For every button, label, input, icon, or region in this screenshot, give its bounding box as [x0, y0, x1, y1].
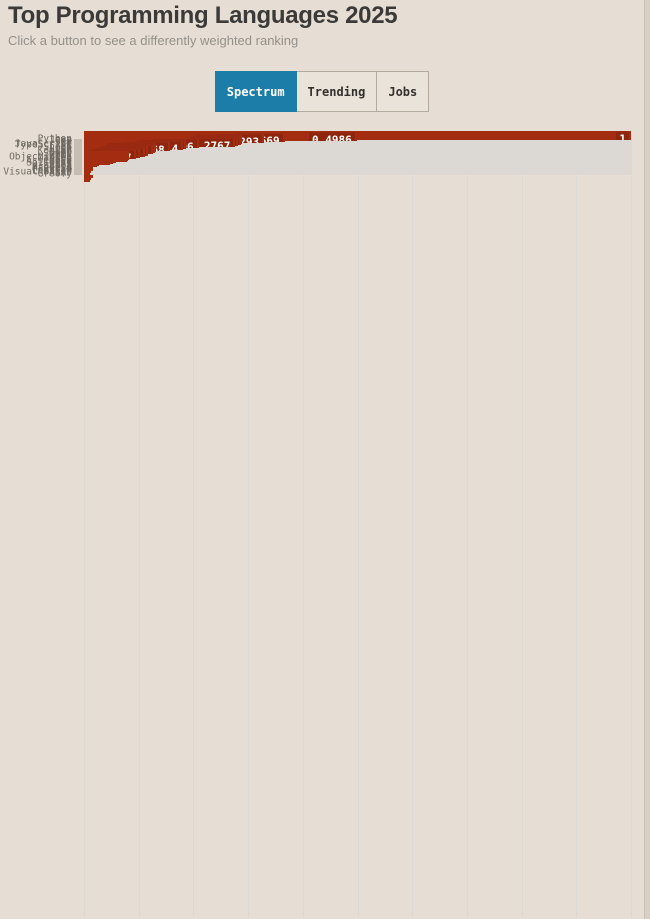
category-label: C	[66, 140, 72, 152]
category-label: Java	[49, 134, 72, 146]
axis-tick	[74, 170, 82, 171]
axis-tick	[74, 156, 82, 157]
scrollbar-track[interactable]	[644, 0, 650, 919]
axis-tick	[74, 147, 82, 148]
axis-tick	[74, 146, 82, 147]
category-label: Shell	[43, 141, 72, 153]
category-label: C++	[54, 135, 72, 147]
category-label: TypeScript	[14, 139, 72, 151]
vertical-gridline	[466, 138, 468, 917]
page-title: Top Programming Languages 2025	[8, 2, 398, 29]
vertical-gridline	[302, 138, 304, 917]
axis-tick	[74, 145, 82, 146]
category-label: Haskell	[31, 162, 72, 174]
category-label: Ruby	[49, 149, 72, 161]
category-label: SAS	[54, 158, 72, 170]
axis-tick	[74, 153, 82, 154]
category-label: Visual Basic	[3, 166, 72, 178]
axis-tick	[74, 159, 82, 160]
category-label: C#	[60, 137, 72, 149]
axis-tick	[74, 148, 82, 149]
axis-tick	[74, 161, 82, 162]
axis-tick	[74, 169, 82, 170]
chart-row: Groovy	[38, 166, 631, 182]
category-label: HTML	[49, 150, 72, 162]
category-label: Kotlin	[37, 145, 72, 157]
weighting-button-trending[interactable]: Trending	[295, 71, 378, 112]
axis-tick	[74, 160, 82, 161]
category-label: R	[66, 143, 72, 155]
category-label: Fortran	[31, 164, 72, 176]
axis-tick	[74, 142, 82, 143]
category-label: Dart	[49, 147, 72, 159]
axis-tick	[74, 154, 82, 155]
axis-tick	[74, 144, 82, 145]
category-label: Go	[60, 142, 72, 154]
axis-tick	[74, 140, 82, 141]
vertical-gridline	[412, 138, 414, 917]
category-label: Python	[37, 133, 72, 145]
axis-tick	[74, 166, 82, 167]
category-label: Groovy	[37, 168, 72, 180]
category-label: Cuda	[49, 156, 72, 168]
axis-tick	[74, 157, 82, 158]
axis-tick	[74, 165, 82, 166]
category-label: SQL	[54, 136, 72, 148]
page-subtitle: Click a button to see a differently weig…	[8, 33, 299, 48]
category-label: Objective-C	[9, 151, 72, 163]
vertical-gridline	[357, 138, 359, 917]
category-label: Scala	[43, 160, 72, 172]
vertical-gridline	[193, 138, 195, 917]
category-label: ABAP	[49, 167, 72, 179]
category-label: Solidity	[26, 157, 72, 169]
vertical-gridline	[84, 138, 85, 917]
category-label: Lua	[54, 153, 72, 165]
axis-tick	[74, 155, 82, 156]
vertical-gridline	[631, 138, 632, 917]
axis-tick	[74, 149, 82, 150]
axis-tick	[74, 143, 82, 144]
category-label: LabView	[31, 165, 72, 177]
axis-tick	[74, 151, 82, 152]
category-label: Matlab	[37, 152, 72, 164]
category-label: Swift	[43, 148, 72, 160]
category-label: Rust	[49, 146, 72, 158]
vertical-gridline	[138, 138, 140, 917]
axis-tick	[74, 162, 82, 163]
vertical-gridline	[248, 138, 250, 917]
axis-tick	[74, 141, 82, 142]
weighting-button-group: Spectrum Trending Jobs	[0, 71, 644, 112]
weighting-button-spectrum[interactable]: Spectrum	[214, 71, 297, 112]
axis-tick	[74, 150, 82, 151]
axis-tick	[74, 158, 82, 159]
vertical-gridline	[521, 138, 523, 917]
bar-chart: Python1Java0.4986C++0.3669SQL0.3293C#0.2…	[3, 131, 632, 917]
weighting-button-jobs[interactable]: Jobs	[376, 71, 430, 112]
header: Top Programming Languages 2025 Click a b…	[8, 2, 398, 48]
category-label: Julia	[43, 163, 72, 175]
category-label: JavaScript	[14, 138, 72, 150]
axis-tick	[74, 172, 82, 173]
axis-tick	[74, 168, 82, 169]
axis-tick	[74, 167, 82, 168]
axis-tick	[74, 171, 82, 172]
axis-tick	[74, 163, 82, 164]
category-label: Arduino	[31, 161, 72, 173]
axis-tick	[74, 174, 82, 175]
axis-tick	[74, 139, 82, 140]
axis-tick	[74, 173, 82, 174]
axis-tick	[74, 152, 82, 153]
axis-tick	[74, 164, 82, 165]
vertical-gridline	[576, 138, 578, 917]
bar	[84, 166, 91, 182]
category-label: PHP	[54, 144, 72, 156]
category-label: Apex	[49, 159, 72, 171]
category-label: Assembly	[26, 155, 72, 167]
category-label: Perl	[49, 154, 72, 166]
